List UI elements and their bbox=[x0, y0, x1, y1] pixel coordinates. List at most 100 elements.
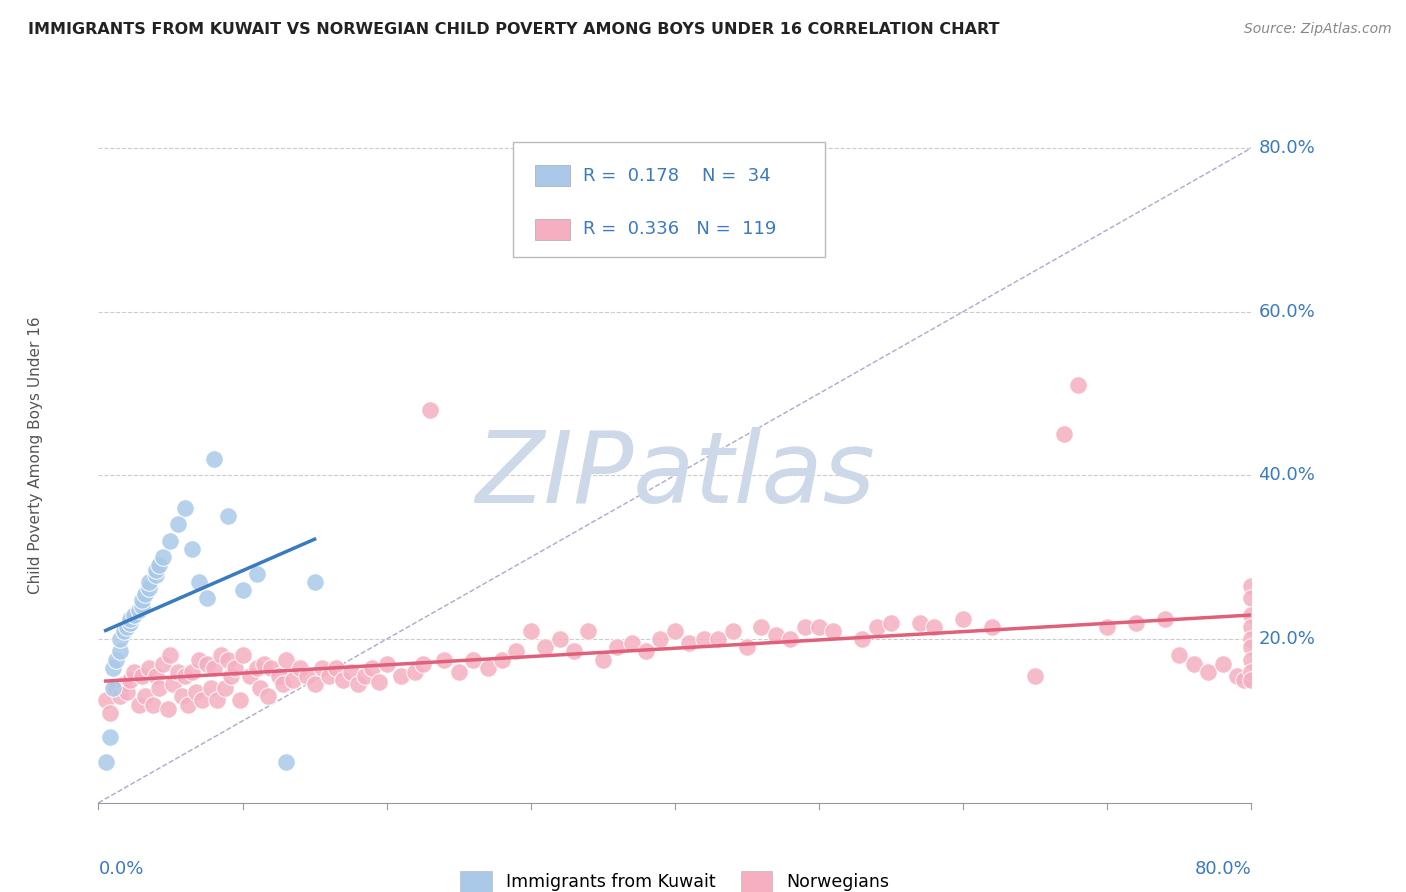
Point bbox=[1182, 657, 1205, 671]
Point bbox=[104, 681, 127, 696]
Point bbox=[664, 624, 686, 638]
Point bbox=[650, 632, 672, 646]
Point bbox=[823, 624, 845, 638]
Point bbox=[181, 665, 204, 679]
Point bbox=[214, 681, 236, 696]
Point bbox=[707, 632, 730, 646]
Point bbox=[98, 731, 121, 745]
Point bbox=[880, 615, 903, 630]
Point bbox=[332, 673, 354, 687]
Point bbox=[131, 592, 153, 607]
Point bbox=[112, 624, 135, 638]
Text: IMMIGRANTS FROM KUWAIT VS NORWEGIAN CHILD POVERTY AMONG BOYS UNDER 16 CORRELATIO: IMMIGRANTS FROM KUWAIT VS NORWEGIAN CHIL… bbox=[28, 22, 1000, 37]
Point bbox=[922, 620, 945, 634]
Point bbox=[260, 661, 283, 675]
Point bbox=[274, 755, 297, 769]
Text: 80.0%: 80.0% bbox=[1258, 139, 1315, 157]
Point bbox=[209, 648, 232, 663]
Text: 0.0%: 0.0% bbox=[98, 860, 143, 878]
Point bbox=[191, 693, 214, 707]
Point bbox=[1153, 612, 1175, 626]
Point bbox=[354, 669, 377, 683]
Point bbox=[128, 603, 150, 617]
Point bbox=[142, 698, 165, 712]
Point bbox=[908, 615, 931, 630]
Point bbox=[231, 648, 254, 663]
Point bbox=[339, 665, 361, 679]
Point bbox=[1240, 673, 1263, 687]
Point bbox=[1067, 378, 1090, 392]
Point bbox=[1097, 620, 1119, 634]
Point bbox=[186, 685, 208, 699]
Point bbox=[1212, 657, 1234, 671]
Point bbox=[239, 669, 262, 683]
Point bbox=[195, 591, 218, 606]
Point bbox=[433, 652, 456, 666]
Point bbox=[304, 574, 326, 589]
Point bbox=[1168, 648, 1191, 663]
Point bbox=[162, 677, 184, 691]
Point bbox=[138, 661, 160, 675]
Point bbox=[108, 644, 131, 658]
Point bbox=[166, 517, 188, 532]
Point bbox=[188, 652, 211, 666]
Point bbox=[412, 657, 434, 671]
Point bbox=[267, 669, 290, 683]
Point bbox=[98, 706, 121, 720]
Point bbox=[318, 669, 340, 683]
Point bbox=[548, 632, 571, 646]
Point bbox=[120, 615, 142, 630]
Point bbox=[1240, 632, 1263, 646]
Point bbox=[112, 677, 135, 691]
Point bbox=[257, 690, 280, 704]
Point bbox=[152, 550, 174, 565]
Point bbox=[166, 665, 188, 679]
Point bbox=[461, 652, 484, 666]
Point bbox=[274, 652, 297, 666]
Point bbox=[156, 701, 179, 715]
Point bbox=[228, 693, 250, 707]
Point bbox=[120, 612, 142, 626]
Point bbox=[246, 566, 269, 581]
Point bbox=[346, 677, 368, 691]
Point bbox=[101, 661, 124, 675]
Point bbox=[765, 628, 787, 642]
Point bbox=[138, 574, 160, 589]
Point bbox=[447, 665, 470, 679]
Point bbox=[202, 661, 225, 675]
Point bbox=[693, 632, 716, 646]
Point bbox=[124, 607, 146, 622]
Point bbox=[159, 648, 181, 663]
Point bbox=[751, 620, 773, 634]
Text: 20.0%: 20.0% bbox=[1258, 630, 1316, 648]
Text: R =  0.336   N =  119: R = 0.336 N = 119 bbox=[582, 220, 776, 238]
Point bbox=[807, 620, 830, 634]
Text: ZIPatlas: ZIPatlas bbox=[475, 427, 875, 524]
Point bbox=[562, 644, 585, 658]
Point bbox=[1233, 673, 1256, 687]
Point bbox=[200, 681, 222, 696]
Point bbox=[134, 690, 156, 704]
Point bbox=[94, 755, 117, 769]
Text: Child Poverty Among Boys Under 16: Child Poverty Among Boys Under 16 bbox=[28, 316, 42, 594]
Point bbox=[249, 681, 271, 696]
Point bbox=[117, 685, 138, 699]
Point bbox=[375, 657, 398, 671]
Point bbox=[1197, 665, 1219, 679]
Point bbox=[138, 582, 160, 596]
Point bbox=[145, 562, 167, 576]
Point bbox=[188, 574, 211, 589]
Legend: Immigrants from Kuwait, Norwegians: Immigrants from Kuwait, Norwegians bbox=[454, 864, 896, 892]
Point bbox=[94, 693, 117, 707]
Point bbox=[159, 533, 181, 548]
Point bbox=[231, 582, 254, 597]
Point bbox=[290, 661, 312, 675]
Point bbox=[281, 673, 304, 687]
Point bbox=[981, 620, 1004, 634]
Point bbox=[606, 640, 628, 655]
Point bbox=[224, 661, 246, 675]
Point bbox=[217, 509, 239, 524]
Point bbox=[361, 661, 384, 675]
Point bbox=[297, 669, 319, 683]
Point bbox=[1240, 579, 1263, 593]
